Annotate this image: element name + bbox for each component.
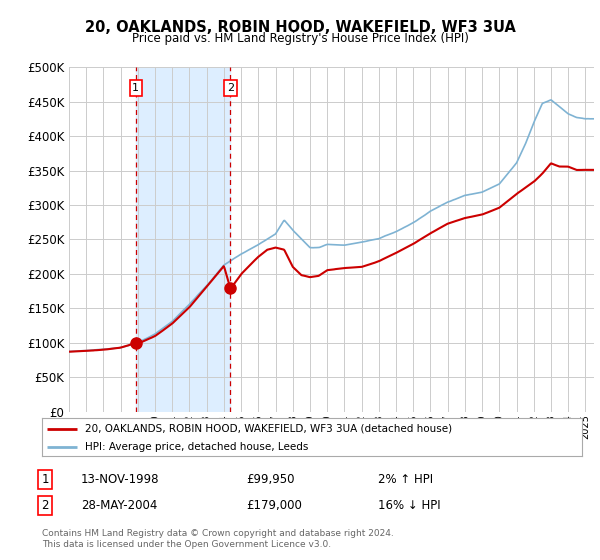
Text: 2: 2 (41, 498, 49, 512)
Bar (136, 67, 230, 412)
Text: £179,000: £179,000 (246, 498, 302, 512)
Text: 20, OAKLANDS, ROBIN HOOD, WAKEFIELD, WF3 3UA: 20, OAKLANDS, ROBIN HOOD, WAKEFIELD, WF3… (85, 20, 515, 35)
Text: Price paid vs. HM Land Registry's House Price Index (HPI): Price paid vs. HM Land Registry's House … (131, 32, 469, 45)
Text: 2% ↑ HPI: 2% ↑ HPI (378, 473, 433, 487)
Text: 1: 1 (132, 83, 139, 93)
Text: 13-NOV-1998: 13-NOV-1998 (81, 473, 160, 487)
Text: 16% ↓ HPI: 16% ↓ HPI (378, 498, 440, 512)
Text: 20, OAKLANDS, ROBIN HOOD, WAKEFIELD, WF3 3UA (detached house): 20, OAKLANDS, ROBIN HOOD, WAKEFIELD, WF3… (85, 424, 452, 434)
Text: HPI: Average price, detached house, Leeds: HPI: Average price, detached house, Leed… (85, 442, 308, 452)
Text: 28-MAY-2004: 28-MAY-2004 (81, 498, 157, 512)
Text: 2: 2 (227, 83, 234, 93)
Text: £99,950: £99,950 (246, 473, 295, 487)
Text: 1: 1 (41, 473, 49, 487)
Text: Contains HM Land Registry data © Crown copyright and database right 2024.
This d: Contains HM Land Registry data © Crown c… (42, 529, 394, 549)
